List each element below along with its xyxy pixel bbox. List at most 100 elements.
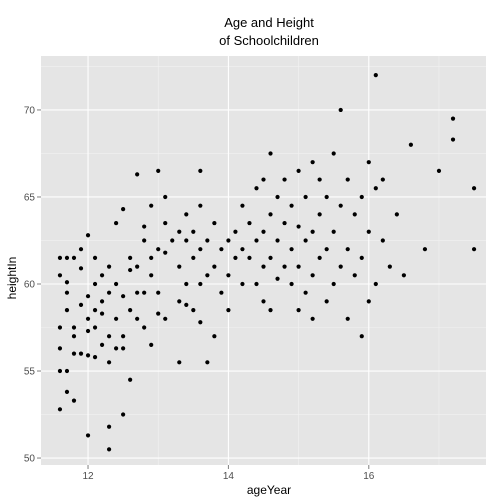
data-point [240, 247, 244, 251]
data-point [86, 233, 90, 237]
data-point [226, 308, 230, 312]
data-point [282, 264, 286, 268]
chart-title-line2: of Schoolchildren [219, 33, 319, 48]
data-point [93, 282, 97, 286]
data-point [114, 317, 118, 321]
data-point [325, 195, 329, 199]
data-point [268, 256, 272, 260]
data-point [72, 334, 76, 338]
data-point [65, 256, 69, 260]
data-point [65, 280, 69, 284]
data-point [86, 317, 90, 321]
data-point [296, 264, 300, 268]
data-point [409, 143, 413, 147]
data-point [135, 317, 139, 321]
data-point [268, 151, 272, 155]
data-point [311, 273, 315, 277]
data-point [121, 207, 125, 211]
data-point [402, 273, 406, 277]
data-point [58, 325, 62, 329]
data-point [332, 230, 336, 234]
data-point [184, 238, 188, 242]
data-point [346, 317, 350, 321]
data-point [212, 264, 216, 268]
data-point [121, 294, 125, 298]
y-axis-label: heightIn [5, 257, 19, 300]
data-point [339, 108, 343, 112]
data-point [149, 273, 153, 277]
data-point [296, 224, 300, 228]
data-point [149, 256, 153, 260]
data-point [135, 172, 139, 176]
data-point [360, 334, 364, 338]
data-point [226, 273, 230, 277]
data-point [261, 230, 265, 234]
data-point [381, 177, 385, 181]
data-point [205, 273, 209, 277]
data-point [395, 212, 399, 216]
data-point [472, 247, 476, 251]
data-point [170, 238, 174, 242]
data-point [100, 311, 104, 315]
data-point [451, 117, 455, 121]
data-point [360, 256, 364, 260]
data-point [374, 186, 378, 190]
data-point [107, 447, 111, 451]
data-point [198, 282, 202, 286]
data-point [191, 230, 195, 234]
data-point [254, 238, 258, 242]
data-point [282, 221, 286, 225]
data-point [226, 238, 230, 242]
data-point [191, 308, 195, 312]
data-point [65, 308, 69, 312]
data-point [198, 320, 202, 324]
data-point [353, 273, 357, 277]
data-point [58, 369, 62, 373]
data-point [346, 247, 350, 251]
data-point [177, 230, 181, 234]
data-point [219, 247, 223, 251]
data-point [100, 299, 104, 303]
data-point [240, 204, 244, 208]
data-point [311, 317, 315, 321]
data-point [177, 264, 181, 268]
data-point [86, 433, 90, 437]
data-point [149, 343, 153, 347]
data-point [472, 186, 476, 190]
data-point [198, 247, 202, 251]
data-point [107, 334, 111, 338]
data-point [282, 177, 286, 181]
data-point [374, 73, 378, 77]
data-point [261, 299, 265, 303]
data-point [128, 268, 132, 272]
data-point [233, 256, 237, 260]
data-point [114, 282, 118, 286]
data-point [142, 325, 146, 329]
data-point [135, 264, 139, 268]
data-point [289, 204, 293, 208]
data-point [72, 325, 76, 329]
data-point [72, 352, 76, 356]
data-point [107, 264, 111, 268]
data-point [86, 329, 90, 333]
data-point [79, 352, 83, 356]
data-point [163, 221, 167, 225]
data-point [339, 264, 343, 268]
data-point [247, 221, 251, 225]
data-point [318, 256, 322, 260]
data-point [318, 177, 322, 181]
data-point [198, 204, 202, 208]
data-point [374, 282, 378, 286]
data-point [156, 291, 160, 295]
data-point [128, 308, 132, 312]
data-point [205, 360, 209, 364]
y-tick-label: 55 [24, 367, 36, 378]
data-point [381, 238, 385, 242]
data-point [289, 247, 293, 251]
data-point [367, 230, 371, 234]
data-point [184, 282, 188, 286]
data-point [79, 303, 83, 307]
data-point [198, 169, 202, 173]
data-point [289, 282, 293, 286]
data-point [177, 299, 181, 303]
